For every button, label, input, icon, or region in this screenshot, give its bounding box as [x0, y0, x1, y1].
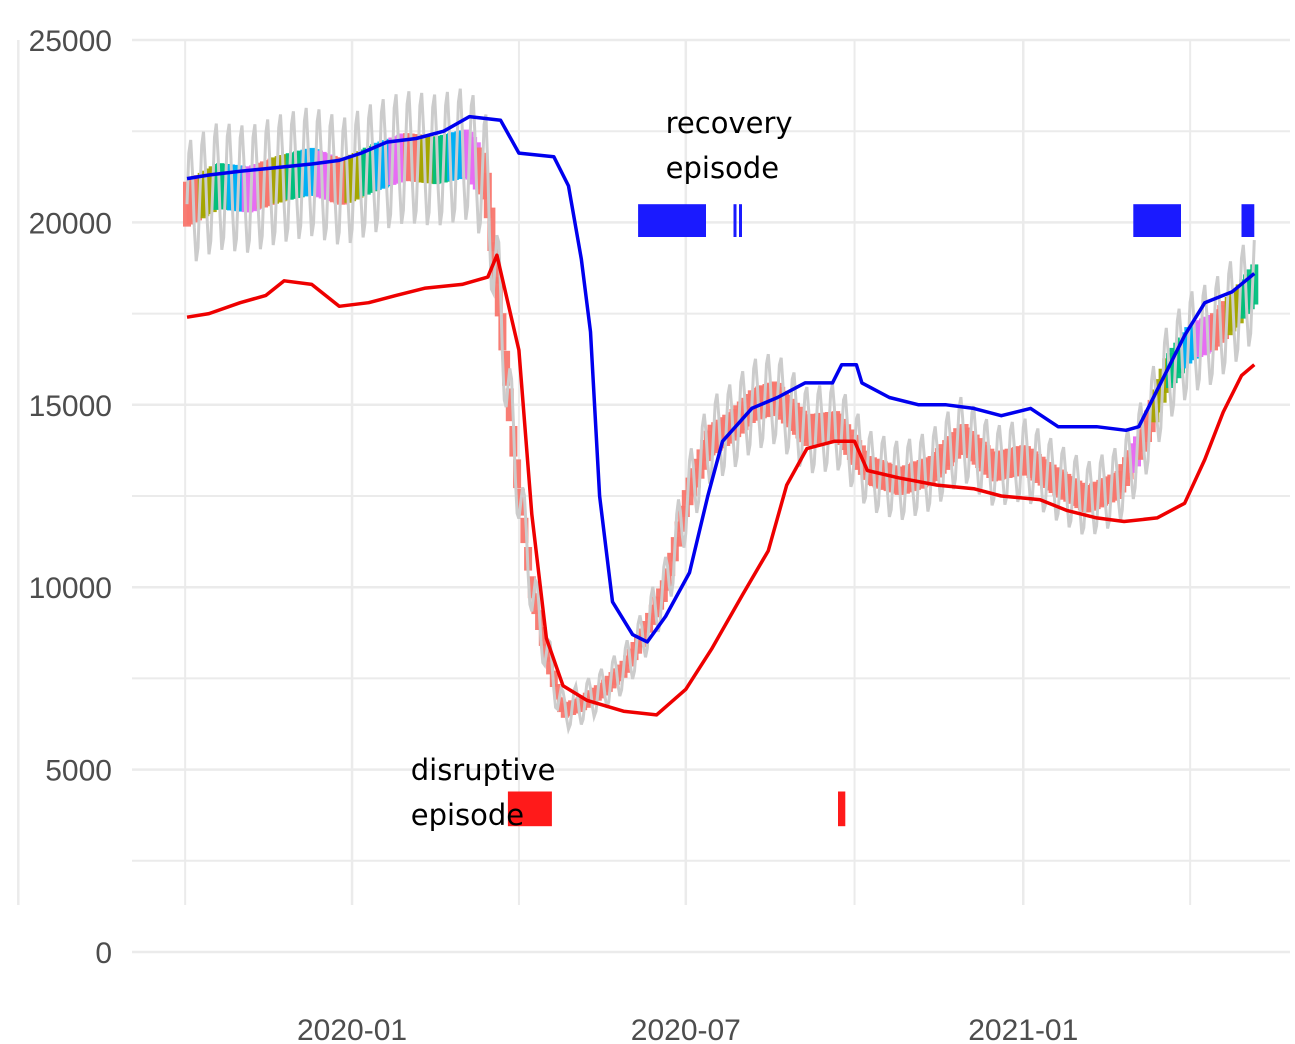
band-segment: [505, 388, 514, 422]
band-segment: [520, 517, 529, 544]
recovery-annotation-line: recovery: [666, 106, 793, 140]
band-segment: [531, 593, 540, 615]
disruptive-annotation-line: disruptive: [411, 753, 556, 787]
band-segment: [513, 459, 522, 489]
recovery-annotation-line: episode: [666, 151, 779, 185]
y-tick-label: 25000: [29, 25, 112, 58]
y-axis: 0 5000 10000 15000 20000 25000: [29, 25, 112, 970]
disruptive-annotation-line: episode: [411, 798, 524, 832]
band-segment: [1250, 264, 1259, 305]
episode-markers: [507, 204, 1255, 827]
series-lines: [185, 88, 1256, 735]
recovery-episode-2: [638, 204, 706, 237]
recovery-episode-3: [733, 204, 737, 237]
band-segment: [527, 576, 536, 599]
recovery-episode-4: [739, 204, 742, 237]
band-segment: [674, 521, 683, 547]
x-tick-label: 2020-01: [297, 1014, 407, 1044]
y-tick-label: 5000: [45, 755, 112, 788]
recovery-episode-6: [1241, 204, 1255, 237]
y-tick-label: 15000: [29, 390, 112, 423]
band-segment: [538, 627, 547, 646]
y-tick-label: 10000: [29, 572, 112, 605]
disruptive-episode-0: [507, 791, 552, 827]
recovery-episode-5: [1133, 204, 1181, 237]
band-segment: [546, 657, 555, 675]
annotations: recovery episode disruptive episode: [411, 106, 793, 832]
series-upper: [186, 114, 1256, 644]
band-segment: [553, 684, 562, 700]
band-segment: [502, 350, 511, 386]
band-segment: [487, 207, 496, 251]
x-tick-label: 2021-01: [968, 1014, 1078, 1044]
series-lower: [186, 253, 1256, 717]
y-tick-label: 20000: [29, 207, 112, 240]
x-tick-label: 2020-07: [631, 1014, 741, 1044]
band-segment: [659, 580, 668, 602]
x-axis: 2020-01 2020-07 2021-01: [297, 1014, 1078, 1044]
band-segment: [667, 552, 676, 577]
disruptive-episode-1: [838, 791, 846, 827]
y-tick-label: 0: [95, 937, 112, 970]
band-segment: [494, 277, 503, 317]
